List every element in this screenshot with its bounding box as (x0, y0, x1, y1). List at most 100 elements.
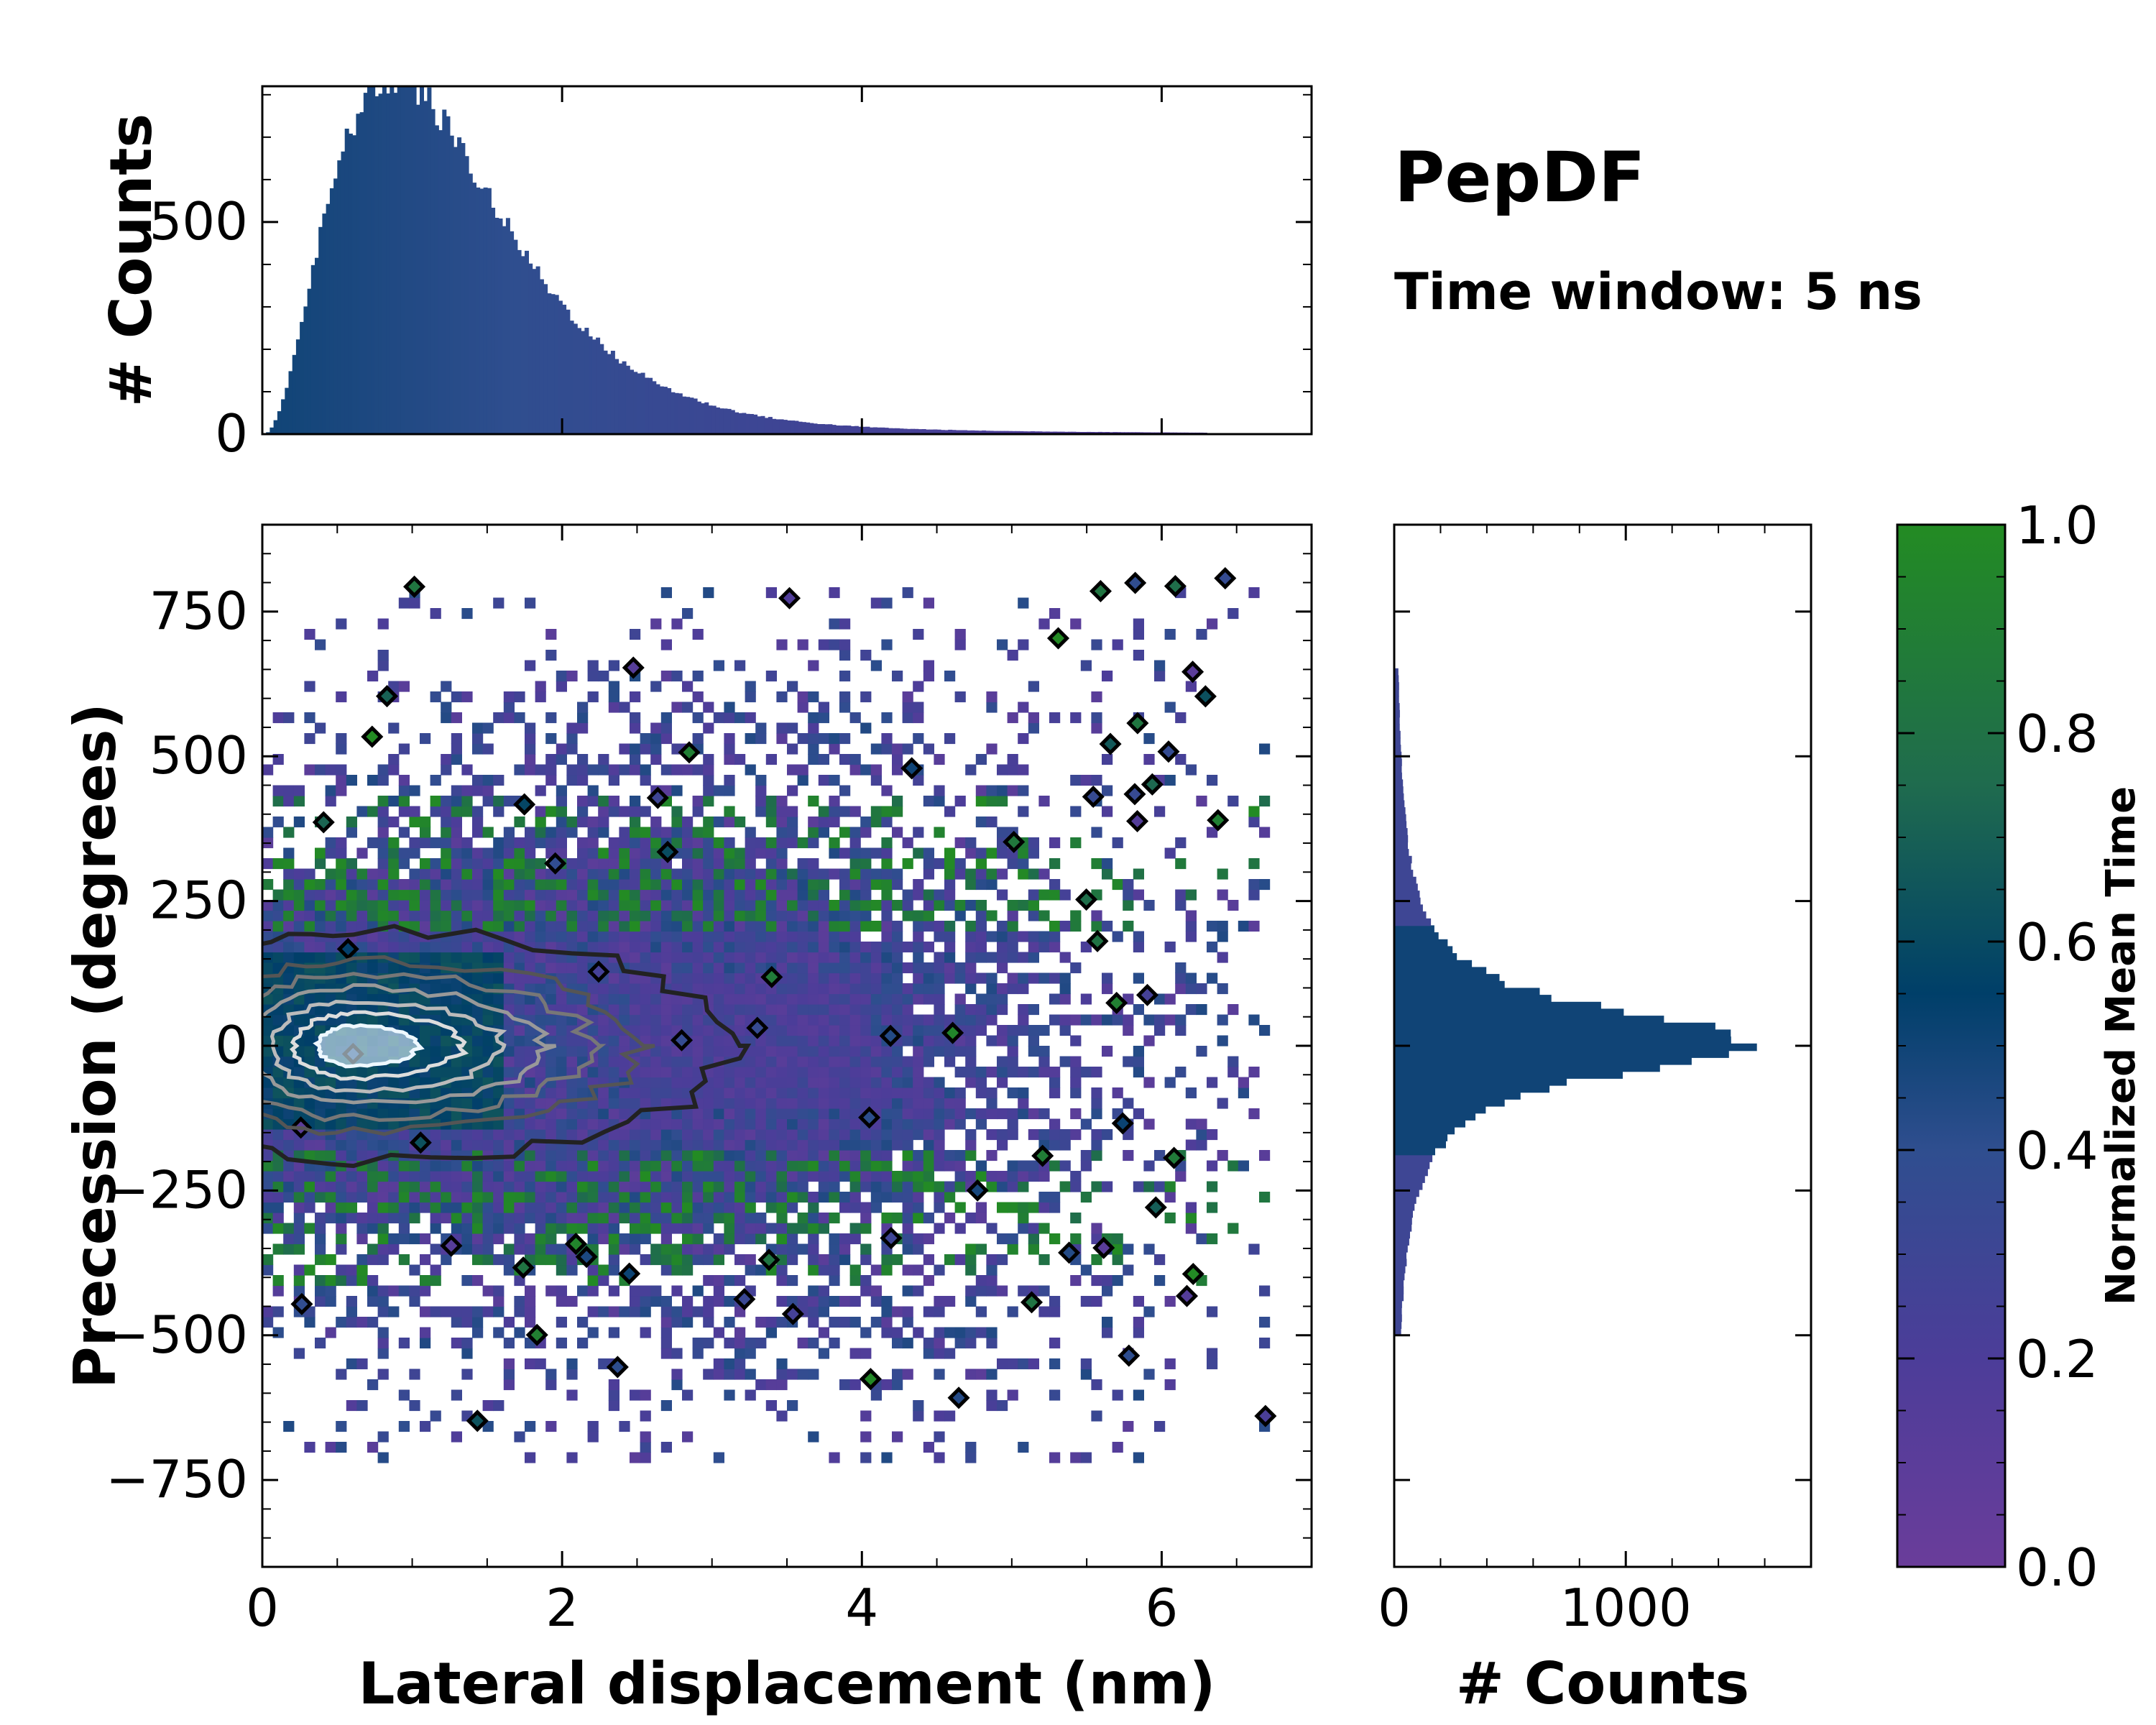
heatmap-cell (787, 1129, 798, 1141)
outlier-marker (1181, 1262, 1204, 1286)
heatmap-cell (997, 952, 1008, 963)
heatmap-cell (598, 931, 609, 942)
heatmap-cell (441, 712, 452, 724)
top-hist-bar (281, 399, 286, 434)
heatmap-cell (849, 754, 861, 765)
heatmap-cell (608, 681, 619, 692)
heatmap-cell (1123, 900, 1134, 911)
heatmap-cell (849, 910, 861, 921)
heatmap-cell (283, 847, 295, 859)
heatmap-cell (724, 1139, 735, 1151)
heatmap-cell (608, 702, 619, 713)
heatmap-cell (630, 1098, 641, 1109)
right-hist-bar (1394, 745, 1401, 753)
heatmap-cell (441, 1067, 452, 1078)
heatmap-cell (535, 1129, 546, 1141)
heatmap-cell (304, 1098, 315, 1109)
heatmap-cell (703, 1181, 714, 1192)
heatmap-cell (849, 1004, 861, 1016)
top-hist-bar (539, 279, 544, 434)
heatmap-cell (472, 1317, 484, 1328)
heatmap-cell (587, 816, 599, 828)
heatmap-cell (1038, 1202, 1050, 1213)
heatmap-cell (451, 847, 462, 859)
heatmap-cell (829, 847, 840, 859)
top-hist-bar (1072, 431, 1077, 434)
heatmap-cell (818, 1046, 829, 1057)
heatmap-cell (965, 847, 977, 859)
heatmap-cell (860, 858, 872, 870)
heatmap-cell (587, 1025, 599, 1036)
heatmap-cell (472, 722, 484, 734)
heatmap-cell (776, 733, 788, 745)
top-hist-bar (888, 428, 893, 434)
heatmap-cell (892, 931, 903, 942)
heatmap-cell (776, 962, 788, 974)
heatmap-cell (829, 1098, 840, 1109)
heatmap-cell (849, 1171, 861, 1182)
heatmap-cell (808, 1046, 819, 1057)
heatmap-cell (1133, 889, 1144, 901)
heatmap-cell (660, 1160, 672, 1172)
heatmap-cell (734, 931, 746, 942)
heatmap-cell (975, 1077, 987, 1088)
heatmap-cell (808, 827, 819, 838)
heatmap-cell (724, 1035, 735, 1046)
heatmap-cell (262, 858, 274, 870)
heatmap-cell (587, 1421, 599, 1432)
heatmap-cell (1007, 754, 1018, 765)
heatmap-cell (577, 1087, 589, 1099)
right-hist-bar (1394, 1057, 1692, 1065)
top-hist-bar (423, 101, 428, 434)
heatmap-cell (745, 1348, 756, 1359)
heatmap-cell (503, 1317, 515, 1328)
heatmap-cell (346, 1150, 357, 1162)
heatmap-cell (356, 868, 368, 880)
heatmap-cell (682, 764, 694, 776)
heatmap-cell (671, 931, 683, 942)
heatmap-cell (482, 1160, 494, 1172)
heatmap-cell (660, 921, 672, 932)
heatmap-cell (1007, 972, 1018, 984)
heatmap-cell (776, 1368, 788, 1380)
heatmap-cell (535, 1150, 546, 1162)
heatmap-cell (325, 1254, 336, 1266)
heatmap-cell (325, 983, 336, 995)
heatmap-cell (755, 1181, 767, 1192)
heatmap-cell (745, 691, 756, 703)
heatmap-cell (808, 1264, 819, 1276)
heatmap-cell (829, 931, 840, 942)
heatmap-cell (409, 910, 420, 921)
heatmap-cell (640, 733, 651, 745)
heatmap-cell (608, 691, 619, 703)
heatmap-cell (388, 1108, 400, 1120)
heatmap-cell (1059, 952, 1071, 963)
heatmap-cell (325, 1181, 336, 1192)
heatmap-cell (325, 1285, 336, 1297)
heatmap-cell (577, 1338, 589, 1349)
heatmap-cell (566, 733, 578, 745)
heatmap-cell (630, 900, 641, 911)
heatmap-cell (388, 1139, 400, 1151)
heatmap-cell (1175, 858, 1187, 870)
heatmap-cell (808, 962, 819, 974)
heatmap-cell (1217, 1035, 1228, 1046)
heatmap-cell (630, 1213, 641, 1224)
heatmap-cell (451, 1160, 462, 1172)
heatmap-cell (745, 681, 756, 692)
heatmap-cell (713, 1171, 724, 1182)
heatmap-cell (545, 1223, 557, 1234)
heatmap-cell (598, 1087, 609, 1099)
heatmap-cell (630, 879, 641, 891)
heatmap-cell (913, 1264, 924, 1276)
heatmap-cell (724, 1275, 735, 1287)
heatmap-cell (420, 1160, 431, 1172)
heatmap-cell (660, 1035, 672, 1046)
heatmap-cell (315, 1056, 326, 1067)
heatmap-cell (934, 889, 945, 901)
heatmap-cell (975, 1171, 987, 1182)
heatmap-cell (892, 1181, 903, 1192)
heatmap-cell (283, 827, 295, 838)
heatmap-cell (692, 1192, 704, 1203)
heatmap-cell (272, 1181, 284, 1192)
